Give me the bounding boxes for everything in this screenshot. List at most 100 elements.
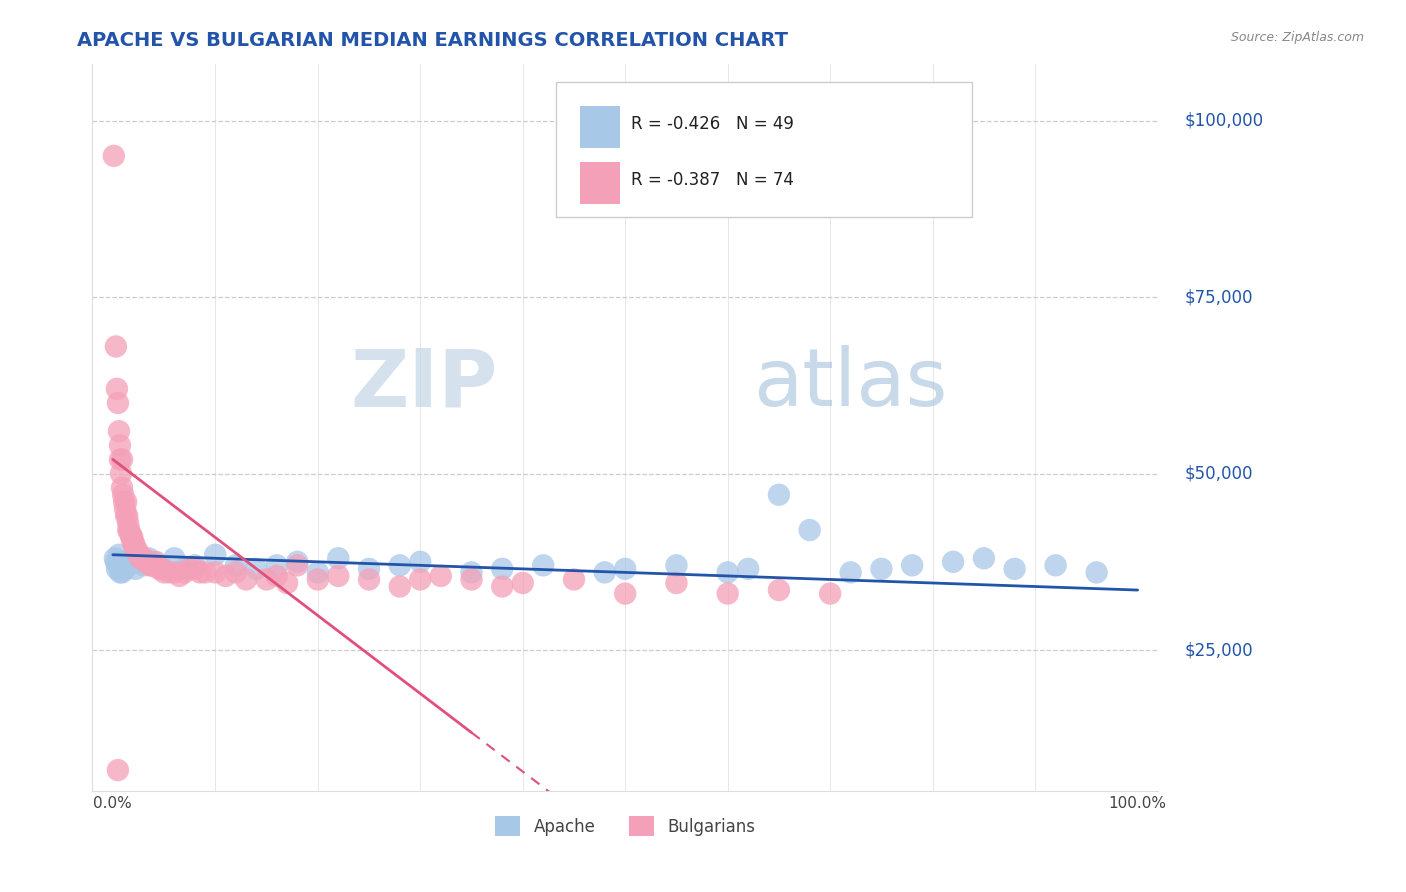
Point (188, 566, 211, 580)
Point (388, 580, 411, 594)
Text: R = -0.387   N = 74: R = -0.387 N = 74 (630, 170, 793, 189)
Point (184, 562, 207, 576)
Point (136, 555, 159, 569)
Point (107, 396, 129, 410)
Point (169, 569, 191, 583)
Point (512, 576, 534, 591)
Text: APACHE VS BULGARIAN MEDIAN EARNINGS CORRELATION CHART: APACHE VS BULGARIAN MEDIAN EARNINGS CORR… (77, 31, 789, 50)
Point (150, 562, 173, 576)
Point (256, 573, 278, 587)
Point (1045, 558, 1067, 573)
Point (110, 467, 132, 481)
Text: R = -0.426   N = 49: R = -0.426 N = 49 (630, 115, 793, 133)
Point (163, 551, 186, 566)
Point (614, 586, 637, 600)
Point (141, 558, 163, 573)
Point (128, 548, 150, 562)
Point (105, 382, 128, 396)
Point (157, 566, 180, 580)
FancyBboxPatch shape (581, 161, 620, 204)
Point (163, 566, 186, 580)
Point (768, 582, 790, 597)
Point (118, 523, 141, 537)
Point (839, 566, 862, 580)
Point (120, 526, 142, 541)
Point (107, 763, 129, 777)
Point (194, 566, 217, 580)
Point (225, 566, 247, 580)
Point (870, 562, 893, 576)
Point (112, 558, 135, 573)
Point (799, 523, 821, 537)
Text: $25,000: $25,000 (1185, 641, 1253, 659)
Point (111, 481, 134, 495)
Point (122, 537, 145, 551)
Text: Source: ZipAtlas.com: Source: ZipAtlas.com (1230, 31, 1364, 45)
Point (145, 555, 167, 569)
Point (138, 558, 160, 573)
Point (108, 424, 131, 438)
Point (142, 555, 165, 569)
Point (148, 562, 170, 576)
Point (142, 558, 165, 573)
Point (108, 438, 131, 452)
Point (409, 573, 432, 587)
Point (184, 558, 207, 573)
Point (127, 544, 149, 558)
Point (107, 558, 129, 573)
Point (104, 339, 127, 353)
Point (111, 452, 134, 467)
Point (717, 566, 740, 580)
Point (115, 495, 138, 509)
Point (357, 562, 380, 576)
Point (214, 569, 236, 583)
Point (105, 562, 128, 576)
Point (491, 562, 513, 576)
Point (204, 548, 226, 562)
Point (285, 558, 308, 573)
Point (129, 551, 152, 566)
Point (204, 566, 226, 580)
Point (1085, 566, 1108, 580)
Point (121, 530, 143, 544)
Point (124, 541, 146, 555)
Point (179, 562, 201, 576)
Point (665, 558, 688, 573)
Point (665, 576, 688, 591)
Text: $100,000: $100,000 (1185, 112, 1264, 129)
Point (112, 488, 135, 502)
Point (491, 580, 513, 594)
Point (235, 573, 257, 587)
Point (460, 573, 482, 587)
Point (127, 548, 149, 562)
Point (125, 544, 148, 558)
Point (737, 562, 759, 576)
Point (120, 551, 142, 566)
Point (124, 537, 146, 551)
Point (901, 558, 924, 573)
Point (114, 501, 136, 516)
Point (307, 573, 329, 587)
Point (717, 586, 740, 600)
Point (225, 558, 247, 573)
Point (285, 555, 308, 569)
Text: atlas: atlas (754, 345, 948, 423)
Point (132, 558, 155, 573)
Point (103, 149, 125, 163)
Point (112, 495, 135, 509)
FancyBboxPatch shape (555, 82, 972, 217)
Point (266, 558, 288, 573)
Point (132, 551, 155, 566)
Point (108, 452, 131, 467)
Point (120, 530, 142, 544)
Point (117, 558, 139, 573)
Point (121, 533, 143, 548)
Text: ZIP: ZIP (350, 345, 498, 423)
Text: $75,000: $75,000 (1185, 288, 1253, 306)
Point (328, 569, 350, 583)
Point (307, 566, 329, 580)
Point (357, 573, 380, 587)
Point (173, 566, 195, 580)
Point (388, 558, 411, 573)
Point (138, 551, 160, 566)
